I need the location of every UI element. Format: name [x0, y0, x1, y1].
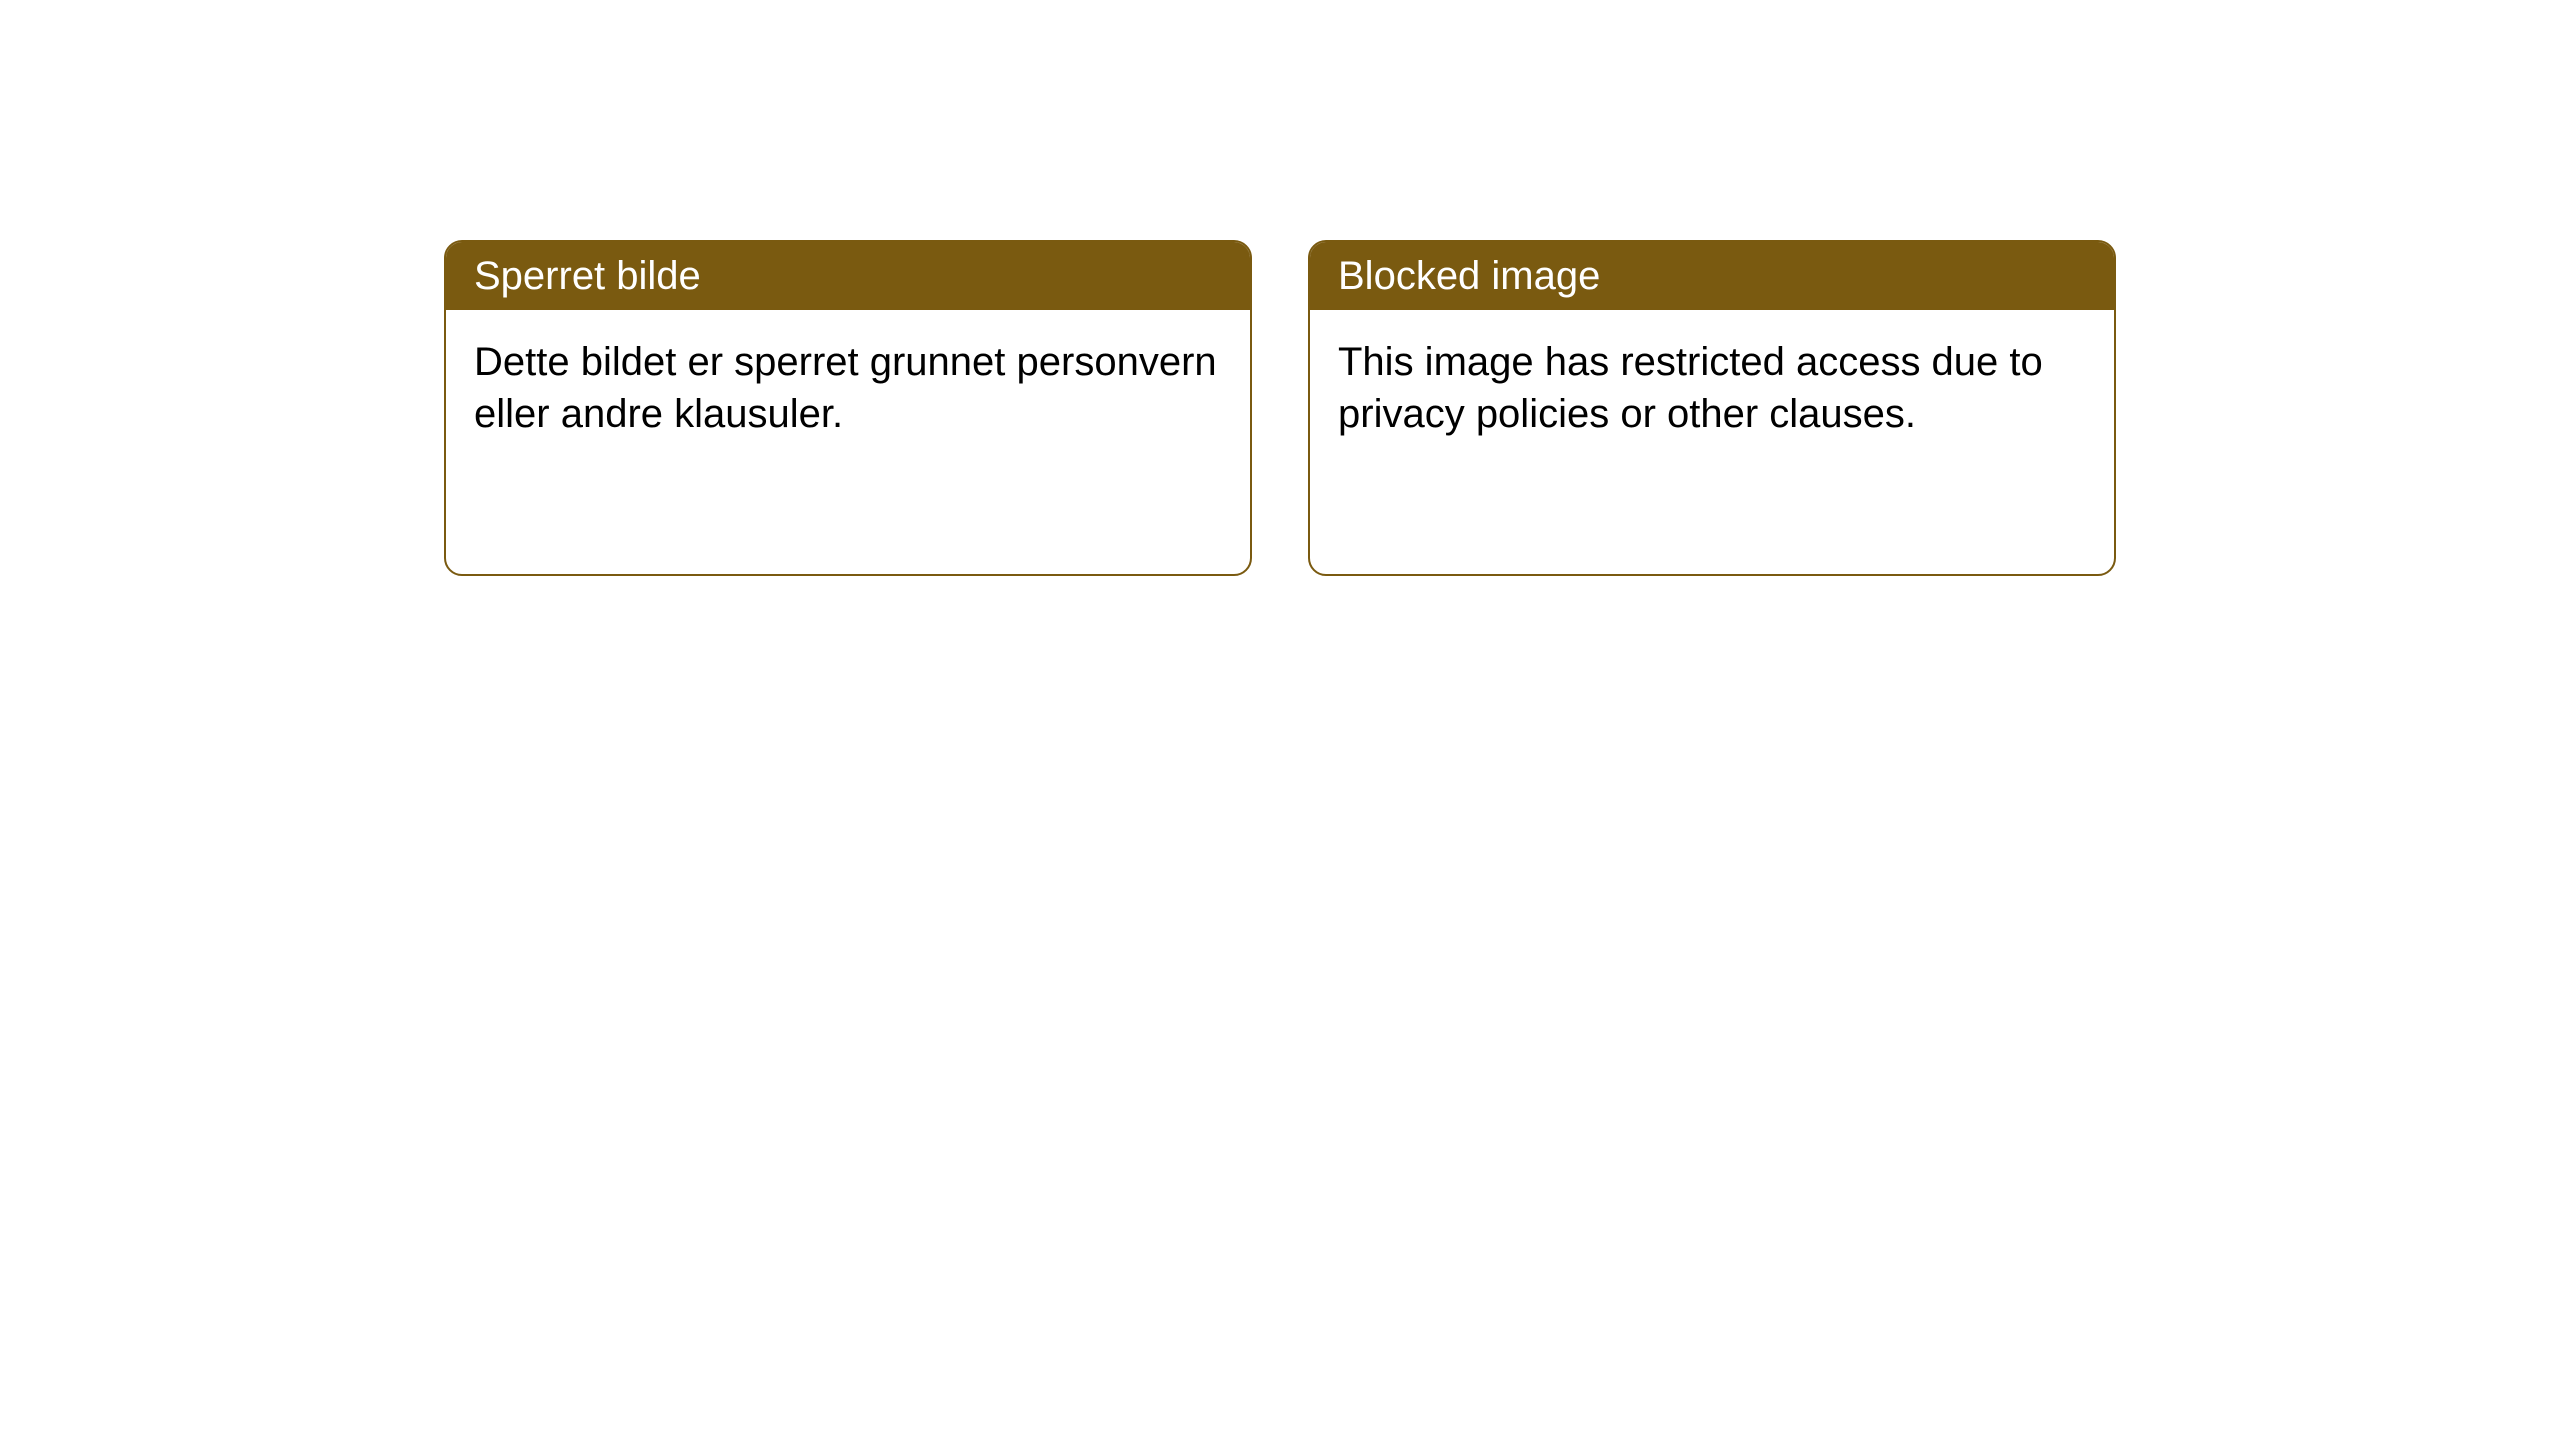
notice-body: This image has restricted access due to … — [1310, 310, 2114, 466]
notice-body-text: Dette bildet er sperret grunnet personve… — [474, 340, 1217, 436]
notice-card-norwegian: Sperret bilde Dette bildet er sperret gr… — [444, 240, 1252, 576]
notice-card-english: Blocked image This image has restricted … — [1308, 240, 2116, 576]
notice-header: Sperret bilde — [446, 242, 1250, 310]
notice-title: Sperret bilde — [474, 254, 701, 298]
notice-body: Dette bildet er sperret grunnet personve… — [446, 310, 1250, 466]
notice-container: Sperret bilde Dette bildet er sperret gr… — [0, 0, 2560, 576]
notice-header: Blocked image — [1310, 242, 2114, 310]
notice-title: Blocked image — [1338, 254, 1600, 298]
notice-body-text: This image has restricted access due to … — [1338, 340, 2043, 436]
